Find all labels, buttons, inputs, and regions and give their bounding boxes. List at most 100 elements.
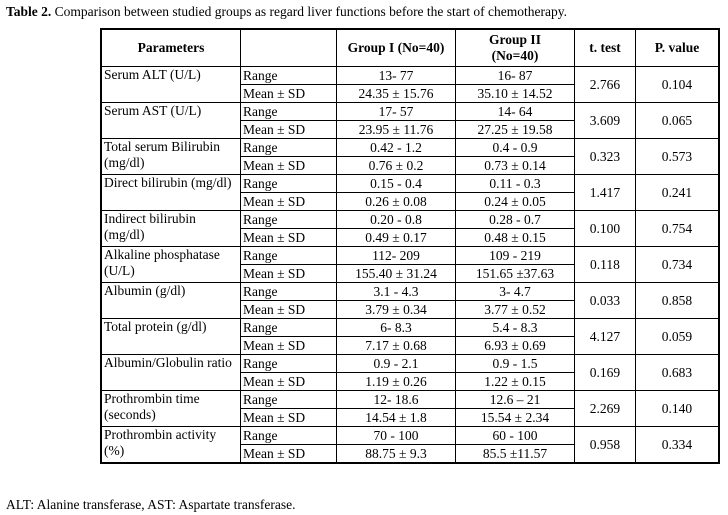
group1-range: 70 - 100: [336, 426, 456, 445]
table-row: Serum AST (U/L) Range 17- 57 14- 64 3.609 0.0…: [100, 102, 720, 139]
mean-label: Mean ± SD: [240, 444, 337, 464]
range-label: Range: [240, 210, 337, 229]
group1-mean: 0.26 ± 0.08: [336, 192, 456, 211]
table-row: Prothrombin time (seconds) Range 12- 18.6 1…: [100, 390, 720, 427]
parameter-cell: Total protein (g/dl): [100, 318, 241, 355]
group1-mean: 7.17 ± 0.68: [336, 336, 456, 355]
table-row: Mean ± SD 7.17 ± 0.68 6.93 ± 0.69: [101, 336, 719, 355]
mean-label: Mean ± SD: [240, 336, 337, 355]
table-row: Indirect bilirubin (mg/dl) Range 0.20 - 0.…: [100, 210, 720, 247]
mean-label: Mean ± SD: [240, 228, 337, 247]
parameter-cell: Total serum Bilirubin (mg/dl): [100, 138, 241, 175]
parameter-cell: Prothrombin activity (%): [100, 426, 241, 464]
group1-mean: 0.76 ± 0.2: [336, 156, 456, 175]
range-label: Range: [240, 138, 337, 157]
group2-range: 109 - 219: [455, 246, 575, 265]
group2-range: 14- 64: [455, 102, 575, 121]
p-value: 0.683: [634, 354, 720, 391]
range-label: Range: [240, 102, 337, 121]
group1-mean: 88.75 ± 9.3: [336, 444, 456, 464]
header-blank: [240, 28, 337, 67]
table-row: Total protein (g/dl) Range 6- 8.3 5.4 - 8.3…: [100, 318, 720, 355]
range-label: Range: [240, 318, 337, 337]
group1-range: 0.9 - 2.1: [336, 354, 456, 373]
table-row: Mean ± SD 155.40 ± 31.24 151.65 ±37.63: [101, 264, 719, 283]
p-value: 0.140: [634, 390, 720, 427]
range-label: Range: [240, 426, 337, 445]
table-row: Albumin/Globulin ratio Range 0.9 - 2.1 0.9 …: [100, 354, 720, 391]
header-pvalue: P. value: [634, 28, 720, 67]
group1-range: 0.20 - 0.8: [336, 210, 456, 229]
table-row: Total serum Bilirubin (mg/dl) Range 0.42 -…: [100, 138, 720, 175]
group2-range: 5.4 - 8.3: [455, 318, 575, 337]
parameter-cell: Direct bilirubin (mg/dl): [100, 174, 241, 211]
table-row: Mean ± SD 88.75 ± 9.3 85.5 ±11.57: [101, 444, 719, 464]
table-caption: Table 2. Comparison between studied grou…: [6, 4, 567, 20]
group2-range: 60 - 100: [455, 426, 575, 445]
group1-mean: 24.35 ± 15.76: [336, 84, 456, 103]
table-row: Direct bilirubin (mg/dl) Range 0.15 - 0.4 0…: [100, 174, 720, 211]
table-row: Prothrombin activity (%) Range 70 - 100 60 …: [100, 426, 720, 464]
group2-range: 12.6 – 21: [455, 390, 575, 409]
group1-range: 12- 18.6: [336, 390, 456, 409]
parameter-cell: Albumin/Globulin ratio: [100, 354, 241, 391]
group2-mean: 151.65 ±37.63: [455, 264, 575, 283]
group1-mean: 14.54 ± 1.8: [336, 408, 456, 427]
group2-range: 16- 87: [455, 66, 575, 85]
t-test-value: 0.100: [574, 210, 636, 247]
group2-range: 0.28 - 0.7: [455, 210, 575, 229]
t-test-value: 1.417: [574, 174, 636, 211]
parameter-cell: Prothrombin time (seconds): [100, 390, 241, 427]
group1-range: 3.1 - 4.3: [336, 282, 456, 301]
table-row: Mean ± SD 1.19 ± 0.26 1.22 ± 0.15: [101, 372, 719, 391]
t-test-value: 2.269: [574, 390, 636, 427]
group1-mean: 155.40 ± 31.24: [336, 264, 456, 283]
parameter-cell: Alkaline phosphatase (U/L): [100, 246, 241, 283]
group2-mean: 3.77 ± 0.52: [455, 300, 575, 319]
p-value: 0.754: [634, 210, 720, 247]
group2-mean: 15.54 ± 2.34: [455, 408, 575, 427]
range-label: Range: [240, 354, 337, 373]
t-test-value: 0.118: [574, 246, 636, 283]
parameter-cell: Indirect bilirubin (mg/dl): [100, 210, 241, 247]
range-label: Range: [240, 282, 337, 301]
range-label: Range: [240, 390, 337, 409]
table-row: Albumin (g/dl) Range 3.1 - 4.3 3- 4.7 0.033 0…: [100, 282, 720, 319]
group1-range: 0.15 - 0.4: [336, 174, 456, 193]
p-value: 0.734: [634, 246, 720, 283]
table-row: Alkaline phosphatase (U/L) Range 112- 209 1…: [100, 246, 720, 283]
p-value: 0.104: [634, 66, 720, 103]
header-group2-line1: Group II: [489, 32, 541, 47]
group1-range: 112- 209: [336, 246, 456, 265]
parameter-cell: Albumin (g/dl): [100, 282, 241, 319]
group1-mean: 1.19 ± 0.26: [336, 372, 456, 391]
group1-mean: 23.95 ± 11.76: [336, 120, 456, 139]
p-value: 0.059: [634, 318, 720, 355]
mean-label: Mean ± SD: [240, 264, 337, 283]
group1-mean: 0.49 ± 0.17: [336, 228, 456, 247]
mean-label: Mean ± SD: [240, 120, 337, 139]
group1-mean: 3.79 ± 0.34: [336, 300, 456, 319]
header-parameters: Parameters: [100, 28, 241, 67]
group2-range: 0.11 - 0.3: [455, 174, 575, 193]
group1-range: 17- 57: [336, 102, 456, 121]
mean-label: Mean ± SD: [240, 408, 337, 427]
group2-range: 3- 4.7: [455, 282, 575, 301]
p-value: 0.241: [634, 174, 720, 211]
group2-mean: 0.48 ± 0.15: [455, 228, 575, 247]
t-test-value: 0.958: [574, 426, 636, 464]
header-group2: Group II (No=40): [455, 28, 575, 67]
p-value: 0.573: [634, 138, 720, 175]
group2-mean: 0.73 ± 0.14: [455, 156, 575, 175]
t-test-value: 4.127: [574, 318, 636, 355]
p-value: 0.858: [634, 282, 720, 319]
table-row: Mean ± SD 3.79 ± 0.34 3.77 ± 0.52: [101, 300, 719, 319]
t-test-value: 2.766: [574, 66, 636, 103]
caption-text: Comparison between studied groups as reg…: [51, 4, 567, 19]
parameter-cell: Serum ALT (U/L): [100, 66, 241, 103]
t-test-value: 0.323: [574, 138, 636, 175]
mean-label: Mean ± SD: [240, 372, 337, 391]
header-ttest: t. test: [574, 28, 636, 67]
group1-range: 0.42 - 1.2: [336, 138, 456, 157]
group2-mean: 85.5 ±11.57: [455, 444, 575, 464]
